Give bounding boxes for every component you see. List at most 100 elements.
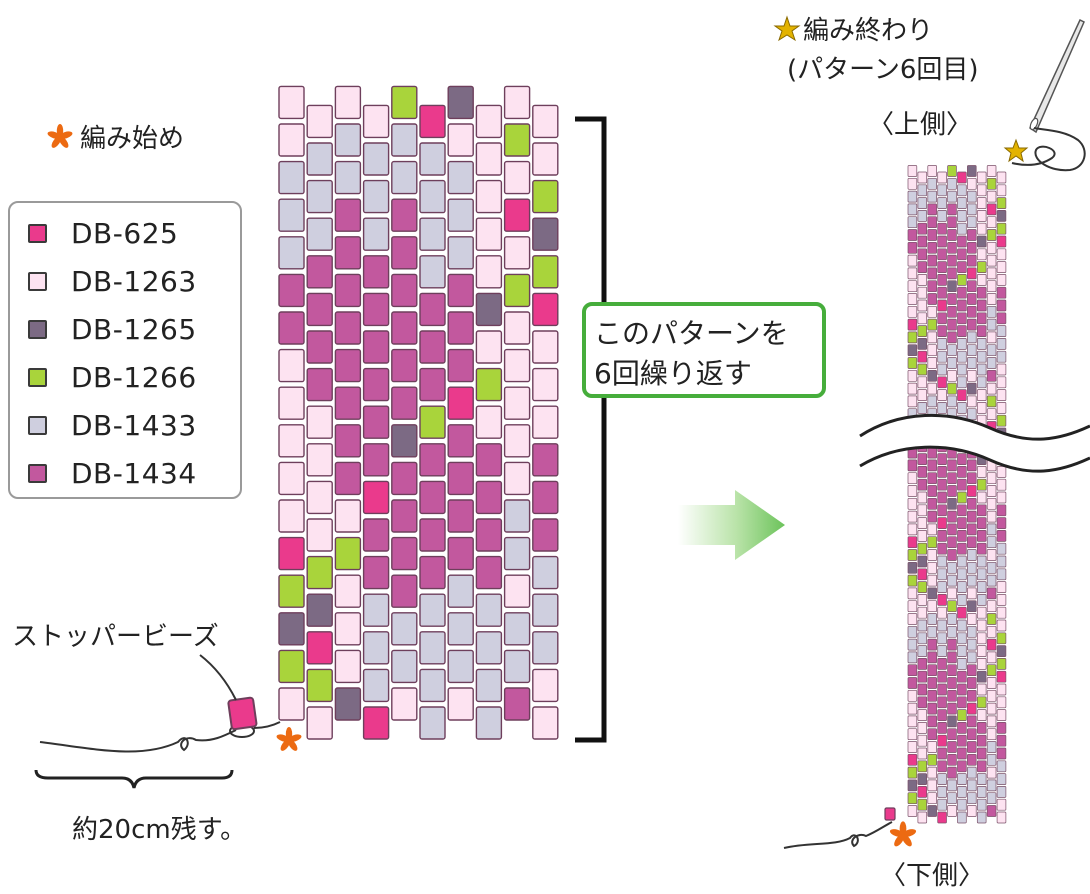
strip-bead <box>937 466 947 478</box>
needle-eye <box>1029 117 1039 131</box>
strip-bead <box>947 395 957 408</box>
strip-bead <box>957 197 967 209</box>
bead-pattern <box>278 85 559 740</box>
bead <box>447 499 474 533</box>
strip-bead <box>996 530 1007 542</box>
bead <box>362 405 390 439</box>
strip-bead <box>917 466 928 478</box>
strip-bead <box>947 357 957 369</box>
strip-bead <box>976 376 987 389</box>
strip-bead <box>927 600 937 613</box>
bead <box>391 198 418 232</box>
strip-bead <box>907 702 918 715</box>
strip-bead <box>986 305 997 318</box>
strip-bead <box>967 753 977 766</box>
strip-bead <box>967 459 977 472</box>
strip-bead <box>976 171 987 184</box>
strip-bead <box>937 197 947 209</box>
strip-bead <box>976 491 987 504</box>
strip-bead <box>976 530 987 542</box>
strip-bead <box>957 632 967 645</box>
bead <box>278 461 305 496</box>
strip-bead <box>986 613 997 625</box>
strip-bead <box>947 203 957 216</box>
strip-bead <box>957 542 967 555</box>
strip-bead <box>937 670 947 683</box>
strip-bead <box>957 184 967 197</box>
strip-bead <box>937 274 947 286</box>
strip-bead <box>927 702 937 715</box>
asterisk-start-icon <box>276 727 302 751</box>
strip-bead <box>957 210 967 222</box>
strip-bead <box>996 542 1007 555</box>
strip-bead <box>917 210 928 222</box>
bead <box>447 461 474 496</box>
strip-bead <box>917 658 928 670</box>
bead <box>306 593 333 627</box>
strip-bead <box>957 722 967 734</box>
strip-bead <box>937 389 947 401</box>
bead <box>447 198 474 232</box>
strip-bead <box>917 350 928 363</box>
strip-bead <box>986 382 997 395</box>
strip-bead <box>927 625 937 638</box>
legend-swatch <box>28 271 47 291</box>
bead <box>503 311 531 345</box>
strip-bead <box>967 216 977 229</box>
bead <box>447 536 474 571</box>
leave-length-label: 約20cm残す。 <box>72 815 246 845</box>
strip-bead <box>957 171 967 184</box>
strip-stopper-bead <box>884 807 896 821</box>
strip-bead <box>947 472 957 485</box>
strip-bead <box>937 696 947 709</box>
bead <box>362 443 390 477</box>
end-label-sub: (パターン6回目) <box>787 55 979 85</box>
strip-bead <box>907 203 918 216</box>
strip-bead <box>967 779 977 792</box>
strip-bead <box>986 395 997 408</box>
bead <box>419 480 446 515</box>
bead <box>278 499 305 533</box>
bead <box>503 123 531 157</box>
bead <box>306 367 333 402</box>
legend-item: DB-1434 <box>28 456 197 490</box>
strip-bead <box>957 658 967 670</box>
bead <box>419 255 446 289</box>
strip-bead <box>917 722 928 734</box>
bead <box>475 217 503 251</box>
bead <box>475 480 503 515</box>
strip-bead <box>927 587 937 600</box>
strip-bead <box>976 402 987 414</box>
strip-bead <box>967 561 977 574</box>
legend-label: DB-625 <box>71 216 179 250</box>
strip-bead <box>996 491 1007 504</box>
strip-bead <box>907 280 918 293</box>
strip-bead <box>937 555 947 568</box>
strip-bead <box>917 286 928 299</box>
strip-bead <box>947 715 957 728</box>
strip-bead <box>947 664 957 677</box>
bead <box>475 330 503 364</box>
bead <box>391 536 418 571</box>
strip-bead <box>986 177 997 190</box>
strip-bead <box>967 613 977 625</box>
bead <box>419 330 446 364</box>
strip-bead <box>996 466 1007 478</box>
strip-bead <box>947 216 957 229</box>
strip-bead <box>947 689 957 702</box>
strip-bead <box>957 798 967 811</box>
strip-bead <box>917 696 928 709</box>
strip-bead <box>927 485 937 497</box>
strip-bead <box>967 600 977 613</box>
strip-bead <box>996 171 1007 184</box>
strip-bead <box>967 651 977 664</box>
strip-bead <box>957 389 967 401</box>
strip-bead <box>967 357 977 369</box>
strip-bead <box>976 184 987 197</box>
strip-bead <box>907 472 918 485</box>
strip-bead <box>947 728 957 741</box>
strip-bead <box>917 773 928 785</box>
bead <box>532 631 559 665</box>
strip-bead <box>976 248 987 261</box>
strip-bead <box>957 261 967 273</box>
